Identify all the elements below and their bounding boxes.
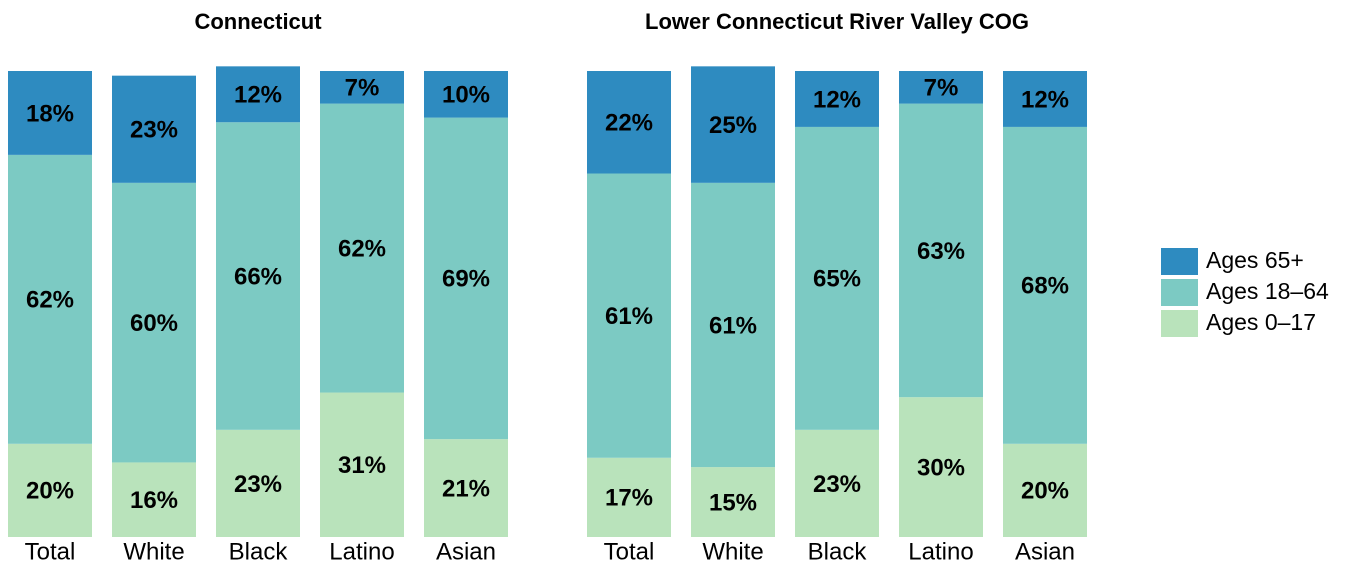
value-label: 7% xyxy=(924,75,959,102)
bar-segment xyxy=(899,71,983,104)
value-label: 66% xyxy=(234,263,282,290)
x-tick-label: Total xyxy=(604,538,655,565)
bar-segment xyxy=(216,122,300,430)
value-label: 17% xyxy=(605,485,653,512)
value-label: 63% xyxy=(917,238,965,265)
chart-title: Lower Connecticut River Valley COG xyxy=(645,9,1029,34)
bar-segment xyxy=(587,173,671,458)
value-label: 61% xyxy=(709,312,757,339)
value-label: 15% xyxy=(709,489,757,516)
x-tick-label: Black xyxy=(229,538,289,565)
value-label: 18% xyxy=(26,100,74,127)
x-tick-label: Total xyxy=(25,538,76,565)
value-label: 7% xyxy=(345,75,380,102)
bar-segment xyxy=(112,75,196,183)
x-tick-label: Latino xyxy=(329,538,394,565)
bar-segment xyxy=(899,397,983,537)
value-label: 20% xyxy=(1021,478,1069,505)
bar-segment xyxy=(112,182,196,463)
x-tick-label: Asian xyxy=(436,538,496,565)
bar-segment xyxy=(899,103,983,398)
bar-segment xyxy=(216,66,300,123)
bar-segment xyxy=(795,71,879,127)
value-label: 12% xyxy=(813,86,861,113)
value-label: 23% xyxy=(130,117,178,144)
legend-label: Ages 0–17 xyxy=(1206,309,1316,335)
legend-label: Ages 65+ xyxy=(1206,247,1304,273)
bar-segment xyxy=(587,71,671,174)
value-label: 62% xyxy=(338,235,386,262)
value-label: 23% xyxy=(813,471,861,498)
value-label: 31% xyxy=(338,452,386,479)
x-tick-label: Black xyxy=(808,538,868,565)
value-label: 12% xyxy=(234,82,282,109)
x-tick-label: Asian xyxy=(1015,538,1075,565)
value-label: 23% xyxy=(234,471,282,498)
bar-segment xyxy=(1003,126,1087,444)
bar-segment xyxy=(320,71,404,104)
bar-segment xyxy=(424,439,508,537)
bar-segment xyxy=(320,392,404,537)
value-label: 21% xyxy=(442,475,490,502)
bar-segment xyxy=(587,457,671,537)
bar-segment xyxy=(8,71,92,155)
value-label: 25% xyxy=(709,112,757,139)
bar-segment xyxy=(320,103,404,393)
value-label: 10% xyxy=(442,82,490,109)
bar-segment xyxy=(8,154,92,444)
bar-segment xyxy=(691,182,775,468)
value-label: 30% xyxy=(917,454,965,481)
bar-segment xyxy=(424,71,508,118)
bar-segment xyxy=(112,462,196,537)
value-label: 16% xyxy=(130,487,178,514)
value-label: 62% xyxy=(26,287,74,314)
bar-segment xyxy=(795,429,879,537)
value-label: 12% xyxy=(1021,86,1069,113)
bar-segment xyxy=(1003,443,1087,537)
value-label: 69% xyxy=(442,266,490,293)
bar-segment xyxy=(216,429,300,537)
bar-segment xyxy=(691,467,775,537)
legend-swatch xyxy=(1161,248,1198,275)
x-tick-label: White xyxy=(702,538,763,565)
legend-label: Ages 18–64 xyxy=(1206,278,1329,304)
value-label: 68% xyxy=(1021,273,1069,300)
x-tick-label: Latino xyxy=(908,538,973,565)
legend-swatch xyxy=(1161,310,1198,337)
x-tick-label: White xyxy=(123,538,184,565)
chart-title: Connecticut xyxy=(194,9,322,34)
legend-swatch xyxy=(1161,279,1198,306)
bar-segment xyxy=(795,126,879,430)
bar-segment xyxy=(1003,71,1087,127)
bar-segment xyxy=(691,66,775,183)
value-label: 65% xyxy=(813,266,861,293)
bar-segment xyxy=(8,443,92,537)
value-label: 20% xyxy=(26,478,74,505)
bar-segment xyxy=(424,117,508,440)
value-label: 61% xyxy=(605,303,653,330)
value-label: 22% xyxy=(605,110,653,137)
value-label: 60% xyxy=(130,310,178,337)
